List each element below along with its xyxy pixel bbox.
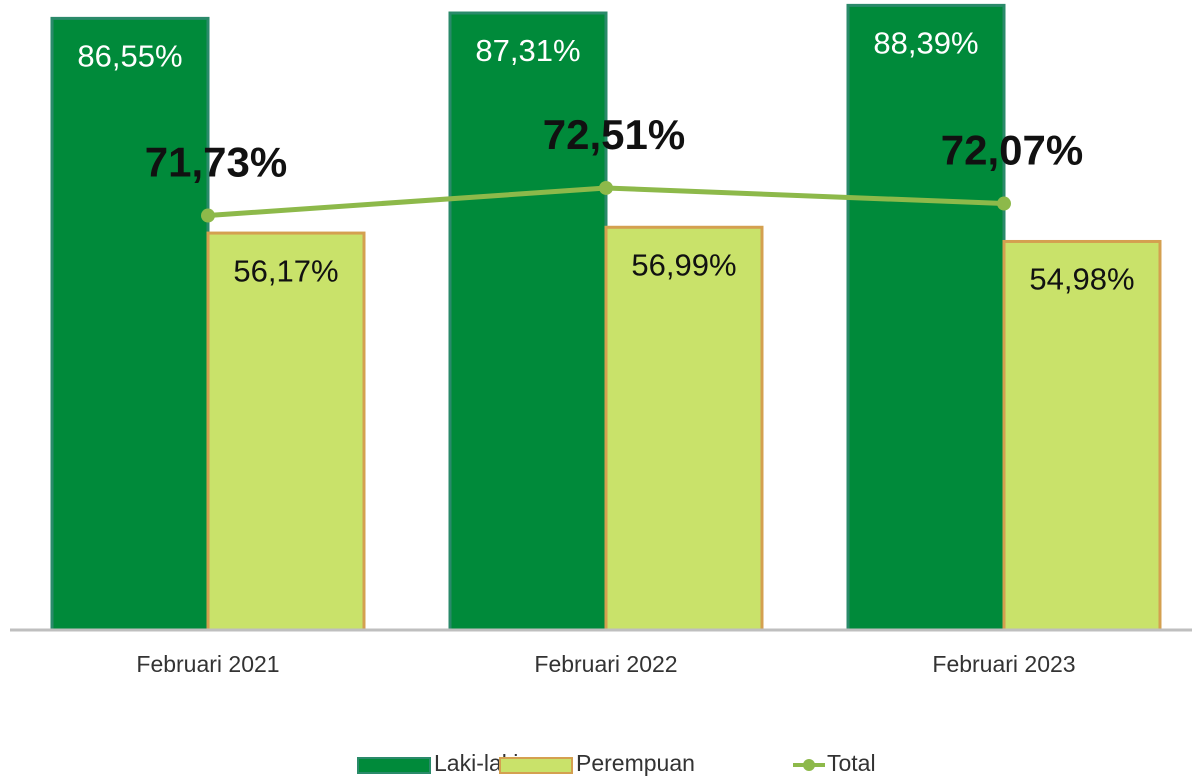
- data-label: 72,51%: [543, 111, 685, 158]
- data-label: 54,98%: [1029, 262, 1134, 297]
- x-tick-label: Februari 2021: [136, 651, 279, 677]
- data-label: 56,17%: [233, 253, 338, 288]
- x-tick-label: Februari 2022: [534, 651, 677, 677]
- line-marker: [599, 180, 613, 195]
- bar: [206, 231, 366, 632]
- data-label: 87,31%: [475, 33, 580, 68]
- legend-marker: [803, 759, 815, 771]
- legend-label: Total: [827, 750, 876, 776]
- bar: [846, 3, 1006, 632]
- x-tick-label: Februari 2023: [932, 651, 1075, 677]
- data-label: 71,73%: [145, 139, 287, 186]
- line-marker: [997, 196, 1011, 211]
- bar: [1002, 239, 1162, 632]
- legend-swatch: [499, 757, 573, 774]
- data-label: 56,99%: [631, 247, 736, 282]
- data-label: 88,39%: [873, 26, 978, 61]
- bar: [604, 225, 764, 632]
- data-label: 72,07%: [941, 127, 1083, 174]
- legend-label: Perempuan: [576, 750, 695, 776]
- bar: [448, 11, 608, 632]
- data-label: 86,55%: [77, 39, 182, 74]
- legend-swatch: [357, 757, 431, 774]
- line-marker: [201, 208, 215, 223]
- bar: [50, 16, 210, 632]
